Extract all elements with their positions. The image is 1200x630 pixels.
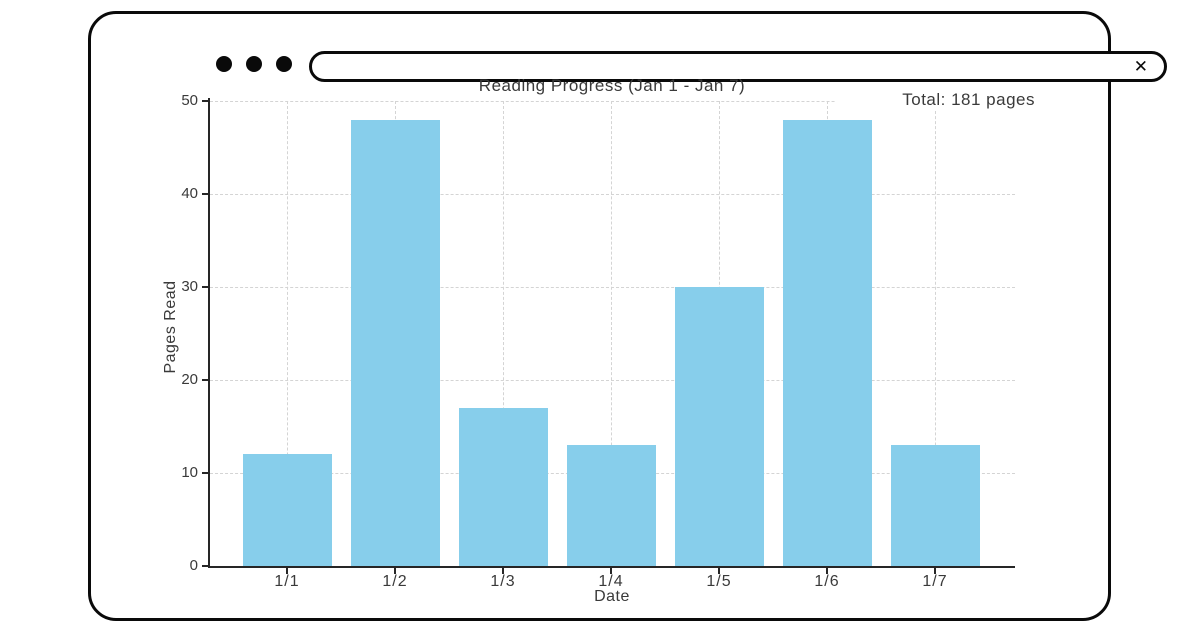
- y-tick-label: 30: [181, 278, 198, 295]
- bar: [782, 119, 872, 566]
- y-tick-mark: [202, 472, 210, 474]
- x-tick-label: 1/5: [706, 573, 732, 590]
- y-tick-label: 50: [181, 92, 198, 109]
- x-tick-mark: [826, 566, 828, 574]
- gridline-vertical: [934, 101, 936, 566]
- total-pages-annotation: Total: 181 pages: [835, 90, 1035, 110]
- x-axis-spine: [208, 566, 1015, 568]
- x-tick-label: 1/1: [274, 573, 300, 590]
- gridline-vertical: [610, 101, 612, 566]
- y-tick-mark: [202, 193, 210, 195]
- x-axis-label: Date: [594, 588, 630, 605]
- y-tick-label: 0: [189, 557, 198, 574]
- gridline-vertical: [502, 101, 504, 566]
- gridline-horizontal: [210, 379, 1015, 381]
- x-tick-label: 1/3: [490, 573, 516, 590]
- window-dot-icon: [246, 56, 262, 72]
- y-tick-label: 10: [181, 464, 198, 481]
- bar: [890, 445, 980, 566]
- gridline-horizontal: [210, 286, 1015, 288]
- close-icon[interactable]: ✕: [1133, 57, 1148, 76]
- gridline-horizontal: [210, 100, 1015, 102]
- x-tick-mark: [394, 566, 396, 574]
- x-tick-label: 1/6: [814, 573, 840, 590]
- x-tick-label: 1/2: [382, 573, 408, 590]
- y-axis-spine: [208, 98, 210, 568]
- gridline-horizontal: [210, 193, 1015, 195]
- x-tick-label: 1/7: [922, 573, 948, 590]
- x-tick-mark: [502, 566, 504, 574]
- y-tick-mark: [202, 100, 210, 102]
- gridline-vertical: [286, 101, 288, 566]
- bar: [242, 454, 332, 566]
- bar: [566, 445, 656, 566]
- window-dot-icon: [216, 56, 232, 72]
- chart-title: Reading Progress (Jan 1 - Jan 7): [478, 76, 746, 95]
- y-tick-label: 20: [181, 371, 198, 388]
- y-tick-mark: [202, 286, 210, 288]
- bar: [674, 287, 764, 566]
- window-controls: [216, 56, 292, 72]
- y-tick-mark: [202, 379, 210, 381]
- x-tick-label: 1/4: [598, 573, 624, 590]
- x-tick-mark: [286, 566, 288, 574]
- x-tick-mark: [934, 566, 936, 574]
- x-tick-mark: [610, 566, 612, 574]
- x-tick-mark: [718, 566, 720, 574]
- bar: [350, 119, 440, 566]
- bar: [458, 407, 548, 566]
- y-tick-mark: [202, 565, 210, 567]
- window-dot-icon: [276, 56, 292, 72]
- url-bar[interactable]: ✕: [309, 51, 1167, 82]
- y-tick-label: 40: [181, 185, 198, 202]
